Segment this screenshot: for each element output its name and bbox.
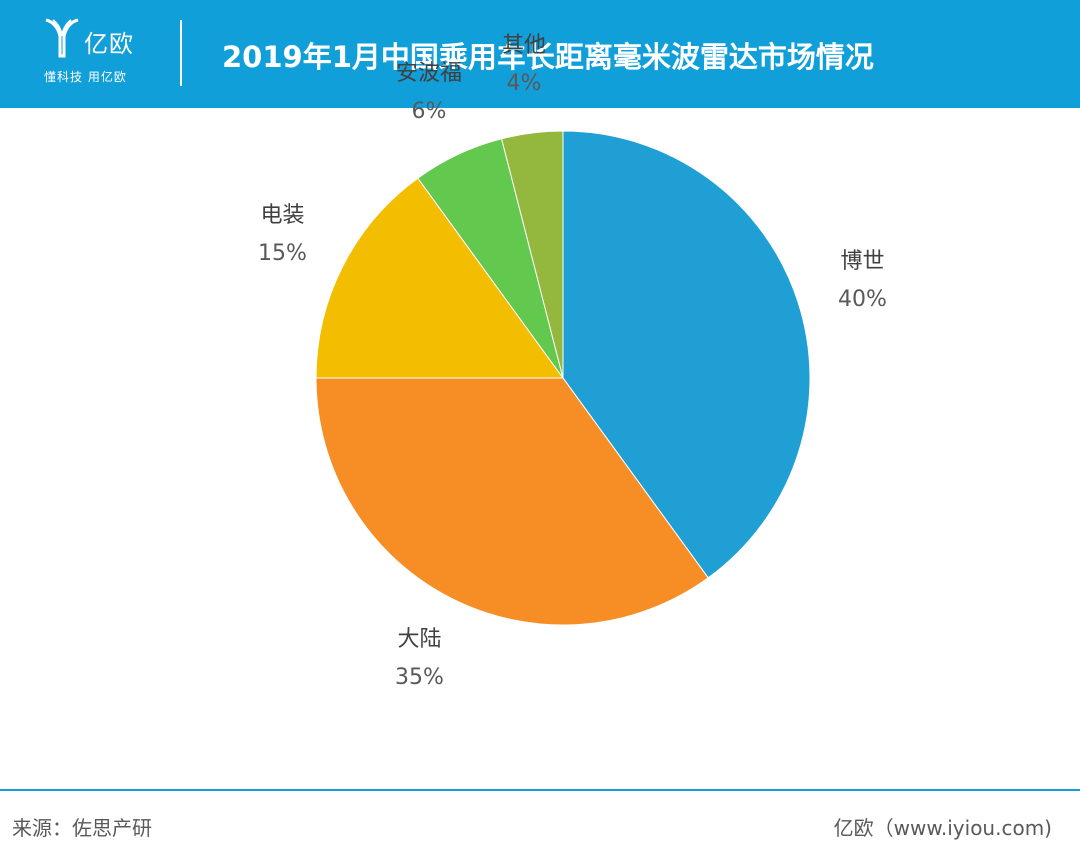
slice-percent: 4% bbox=[506, 71, 542, 96]
slice-percent: 15% bbox=[258, 241, 307, 266]
slice-percent: 40% bbox=[838, 287, 887, 312]
logo-y-icon bbox=[45, 18, 79, 58]
slice-name: 其他 bbox=[502, 33, 547, 58]
slice-percent: 35% bbox=[395, 665, 444, 690]
slice-name: 大陆 bbox=[397, 627, 442, 652]
slice-label-2: 电装 15% bbox=[258, 197, 307, 273]
pie-slice-0 bbox=[562, 130, 811, 579]
header-bar: 亿欧 懂科技 用亿欧 2019年1月中国乘用车长距离毫米波雷达市场情况 bbox=[0, 0, 1080, 108]
page-title: 2019年1月中国乘用车长距离毫米波雷达市场情况 bbox=[222, 40, 874, 74]
slice-percent: 6% bbox=[411, 99, 447, 124]
pie-slice-1 bbox=[315, 377, 709, 626]
brand-logo: 亿欧 懂科技 用亿欧 bbox=[40, 18, 150, 90]
slice-name: 电装 bbox=[260, 203, 305, 228]
footer-source: 来源：佐思产研 bbox=[12, 816, 152, 840]
logo-slogan: 懂科技 用亿欧 bbox=[44, 70, 127, 84]
pie-chart bbox=[315, 130, 811, 626]
footer-divider bbox=[0, 789, 1080, 791]
slice-label-0: 博世 40% bbox=[838, 243, 887, 319]
pie-slice-4 bbox=[500, 130, 564, 379]
logo-name: 亿欧 bbox=[84, 30, 134, 58]
pie-slice-2 bbox=[315, 177, 564, 379]
slice-label-1: 大陆 35% bbox=[395, 621, 444, 697]
header-divider bbox=[180, 20, 182, 86]
slice-name: 博世 bbox=[840, 249, 885, 274]
slice-name: 安波福 bbox=[396, 61, 463, 86]
footer-site: 亿欧（www.iyiou.com) bbox=[833, 816, 1052, 840]
slice-label-3: 安波福 6% bbox=[396, 55, 462, 131]
slice-label-4: 其他 4% bbox=[502, 27, 546, 103]
